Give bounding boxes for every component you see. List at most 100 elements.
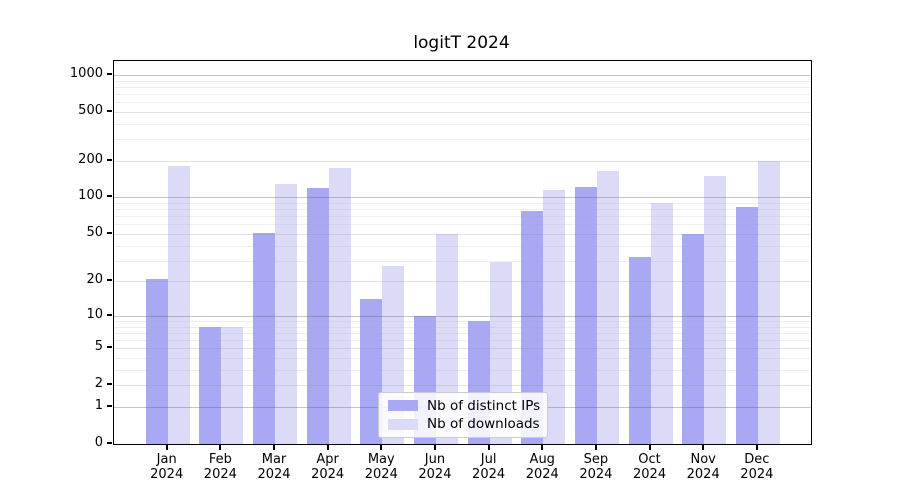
y-tick-2 — [107, 383, 112, 386]
x-tick-sep — [594, 445, 597, 450]
x-tick-dec — [755, 445, 758, 450]
x-tick-mar — [273, 445, 275, 450]
legend-swatch-icon — [388, 400, 418, 412]
legend-item-downloads: Nb of downloads — [379, 416, 547, 432]
bar-distinct-ips-feb — [199, 326, 222, 444]
x-tick-year: 2024 — [740, 467, 774, 482]
bar-downloads-jan — [167, 166, 190, 444]
x-tick-month: Nov — [690, 452, 716, 467]
y-tick-1 — [107, 404, 112, 407]
y-tick-label-5: 5 — [94, 339, 103, 355]
x-tick-oct — [648, 445, 651, 450]
x-tick-apr — [326, 445, 329, 450]
gridline-minor-900 — [114, 80, 811, 82]
bar-distinct-ips-jan — [145, 278, 168, 444]
x-tick-label-feb: Feb 2024 — [190, 452, 250, 482]
y-tick-5 — [107, 346, 112, 349]
x-tick-label-jul: Jul 2024 — [459, 452, 519, 482]
legend-label: Nb of downloads — [427, 416, 540, 433]
bar-distinct-ips-may — [360, 299, 383, 444]
x-tick-label-mar: Mar 2024 — [244, 452, 304, 482]
x-tick-month: Jun — [424, 452, 446, 467]
x-tick-label-apr: Apr 2024 — [298, 452, 358, 482]
x-tick-month: Apr — [316, 452, 339, 467]
y-tick-label-1: 1 — [94, 397, 103, 413]
y-tick-100 — [107, 195, 112, 198]
y-tick-label-500: 500 — [78, 102, 103, 118]
plot-area — [113, 60, 812, 445]
gridline-minor-700 — [114, 93, 811, 95]
x-tick-jan — [165, 445, 168, 450]
gridline-mid-200 — [114, 160, 811, 162]
gridline-minor-600 — [114, 102, 811, 104]
bar-distinct-ips-dec — [735, 206, 758, 444]
bar-distinct-ips-nov — [682, 233, 705, 444]
bar-distinct-ips-aug — [521, 210, 544, 444]
y-tick-50 — [107, 231, 112, 234]
x-tick-year: 2024 — [203, 467, 237, 482]
x-tick-year: 2024 — [472, 467, 506, 482]
gridline-major-1000 — [114, 74, 811, 76]
y-tick-label-10: 10 — [86, 306, 103, 322]
x-tick-month: Aug — [529, 452, 555, 467]
x-tick-year: 2024 — [364, 467, 398, 482]
x-tick-label-jun: Jun 2024 — [405, 452, 465, 482]
x-tick-month: Dec — [744, 452, 770, 467]
x-tick-month: Jan — [156, 452, 177, 467]
x-tick-year: 2024 — [525, 467, 559, 482]
x-tick-year: 2024 — [150, 467, 184, 482]
x-tick-year: 2024 — [686, 467, 720, 482]
y-tick-10 — [107, 313, 112, 316]
bar-distinct-ips-apr — [306, 187, 329, 444]
x-tick-month: Mar — [261, 452, 287, 467]
y-tick-label-0: 0 — [94, 435, 103, 450]
bar-distinct-ips-oct — [628, 257, 651, 444]
y-tick-label-200: 200 — [78, 151, 103, 167]
x-tick-year: 2024 — [257, 467, 291, 482]
x-tick-month: Sep — [583, 452, 609, 467]
x-tick-jul — [487, 445, 490, 450]
bar-downloads-dec — [757, 160, 780, 444]
x-tick-month: Jul — [480, 452, 497, 467]
x-tick-label-dec: Dec 2024 — [727, 452, 787, 482]
y-tick-label-50: 50 — [86, 224, 103, 240]
x-tick-label-oct: Oct 2024 — [620, 452, 680, 482]
gridline-mid-500 — [114, 111, 811, 113]
x-tick-nov — [702, 445, 705, 450]
x-tick-label-nov: Nov 2024 — [673, 452, 733, 482]
x-tick-jun — [433, 445, 436, 450]
bar-downloads-oct — [650, 203, 673, 444]
x-tick-year: 2024 — [311, 467, 345, 482]
x-tick-label-jan: Jan 2024 — [137, 452, 197, 482]
x-tick-label-may: May 2024 — [351, 452, 411, 482]
x-tick-year: 2024 — [418, 467, 452, 482]
bar-distinct-ips-sep — [574, 186, 597, 444]
bar-downloads-nov — [704, 176, 727, 444]
y-tick-200 — [107, 158, 112, 161]
bar-downloads-jun — [435, 233, 458, 444]
y-tick-label-2: 2 — [94, 376, 103, 392]
x-tick-feb — [219, 445, 222, 450]
gridline-minor-400 — [114, 123, 811, 125]
y-tick-label-20: 20 — [86, 272, 103, 288]
bar-downloads-feb — [221, 326, 244, 444]
gridline-minor-300 — [114, 139, 811, 141]
bar-distinct-ips-mar — [253, 232, 275, 444]
x-tick-month: May — [367, 452, 395, 467]
bar-downloads-mar — [275, 183, 297, 444]
x-tick-year: 2024 — [579, 467, 613, 482]
y-tick-500 — [107, 109, 112, 112]
x-tick-month: Oct — [638, 452, 661, 467]
y-tick-label-100: 100 — [78, 188, 103, 204]
x-tick-year: 2024 — [633, 467, 667, 482]
legend-swatch-icon — [388, 418, 418, 430]
y-tick-1000 — [107, 72, 112, 75]
y-tick-label-1000: 1000 — [69, 65, 103, 81]
x-tick-label-aug: Aug 2024 — [512, 452, 572, 482]
legend-label: Nb of distinct IPs — [427, 397, 541, 414]
bar-downloads-aug — [543, 190, 566, 444]
bar-downloads-apr — [328, 167, 351, 444]
x-tick-month: Feb — [208, 452, 232, 467]
gridline-minor-800 — [114, 86, 811, 88]
